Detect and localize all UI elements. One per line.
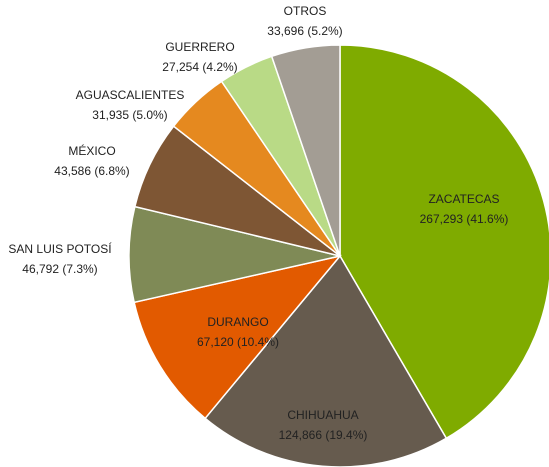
pie-slice [270, 44, 341, 257]
slice-label: SAN LUIS POTOSÍ [8, 241, 112, 256]
slice-value-label: 267,293 (41.6%) [420, 212, 509, 226]
slice-label: MÉXICO [68, 143, 115, 158]
slice-value-label: 33,696 (5.2%) [267, 24, 342, 38]
pie-slice [204, 254, 448, 467]
slice-value-label: 27,254 (4.2%) [162, 60, 237, 74]
slice-value-label: 46,792 (7.3%) [22, 262, 97, 276]
slice-label: AGUASCALIENTES [76, 88, 185, 102]
slice-value-label: 124,866 (19.4%) [279, 428, 368, 442]
slice-value-label: 31,935 (5.0%) [92, 108, 167, 122]
slice-label: GUERRERO [165, 40, 234, 54]
pie-slice [133, 254, 342, 420]
slice-value-label: 43,586 (6.8%) [54, 164, 129, 178]
slice-label: ZACATECAS [428, 192, 499, 206]
slice-label: OTROS [284, 4, 327, 18]
pie-slice [339, 44, 549, 440]
slice-value-label: 67,120 (10.4%) [197, 335, 279, 349]
slice-label: DURANGO [207, 315, 268, 329]
slice-label: CHIHUAHUA [287, 408, 358, 422]
